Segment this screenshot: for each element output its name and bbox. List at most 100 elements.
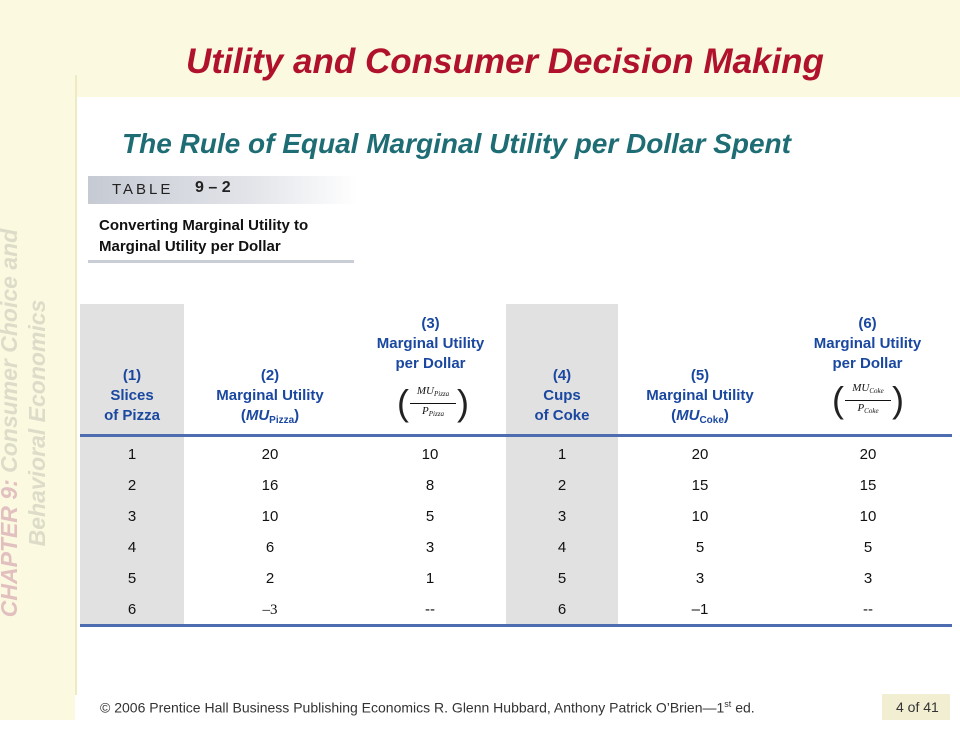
table-cell: 20 — [691, 446, 709, 463]
table-cell: 10 — [859, 508, 877, 525]
frac-coke-den: P — [857, 402, 865, 414]
table-cell: –1 — [691, 601, 709, 618]
frac-coke-num-sub: Coke — [869, 387, 884, 395]
fraction-mu-over-price-coke: ( MUCoke PCoke ) — [832, 379, 904, 420]
table-caption-line1: Converting Marginal Utility to — [99, 217, 309, 234]
sidebar-band — [0, 0, 75, 720]
frac-pizza-num-sub: Pizza — [433, 390, 450, 398]
column-shade-cups — [506, 304, 618, 624]
slide-title: Utility and Consumer Decision Making — [186, 42, 824, 81]
frac-coke-den-sub: Coke — [864, 407, 879, 415]
table-cell: 2 — [265, 570, 275, 587]
sidebar-divider — [75, 75, 77, 695]
chapter-number: CHAPTER 9: — [0, 479, 22, 618]
header-c2-number: (2) — [260, 367, 280, 384]
header-c5-line1: Marginal Utility — [646, 387, 754, 404]
header-c2-sub: Pizza — [269, 415, 295, 426]
header-c3-line1: Marginal Utility — [376, 335, 485, 352]
table-cell: 3 — [557, 508, 567, 525]
header-c3-line2: per Dollar — [395, 355, 466, 372]
fraction-mu-over-price-pizza: ( MUPizza PPizza ) — [397, 382, 469, 423]
table-cell: 6 — [557, 601, 567, 618]
table-cell: 10 — [691, 508, 709, 525]
table-cell: 5 — [557, 570, 567, 587]
header-c6-number: (6) — [858, 315, 877, 332]
table-cell: 15 — [859, 477, 877, 494]
table-label-bar — [88, 176, 358, 204]
header-c5-number: (5) — [690, 367, 710, 384]
footer-ed: ed. — [731, 699, 755, 716]
table-cell: -- — [425, 601, 435, 618]
table-cell: 3 — [695, 570, 705, 587]
column-shade-slices — [80, 304, 184, 624]
table-cell: 6 — [265, 539, 275, 556]
header-marginal-utility-coke: (5) Marginal Utility (MUCoke) — [620, 366, 780, 431]
header-c1-line2: of Pizza — [104, 407, 160, 424]
table-cell: 2 — [127, 477, 137, 494]
table-bottom-rule — [80, 624, 952, 627]
table-cell: –3 — [262, 602, 278, 618]
header-mu-per-dollar-pizza: (3) Marginal Utility per Dollar — [358, 314, 503, 374]
table-caption: Converting Marginal Utility to Marginal … — [99, 215, 308, 257]
table-cell: 8 — [425, 477, 435, 494]
table-cell: 2 — [557, 477, 567, 494]
slide-subtitle: The Rule of Equal Marginal Utility per D… — [122, 128, 791, 159]
chapter-sidebar: CHAPTER 9: Consumer Choice and Behaviora… — [0, 103, 75, 743]
table-cell: 4 — [557, 539, 567, 556]
table-cell: 15 — [691, 477, 709, 494]
table-cell: 1 — [127, 446, 137, 463]
chapter-title-line1: Consumer Choice and — [0, 228, 22, 473]
chapter-title-line2: Behavioral Economics — [24, 299, 50, 547]
footer-copyright: © 2006 Prentice Hall Business Publishing… — [100, 699, 755, 716]
frac-pizza-den: P — [422, 405, 429, 417]
table-cell: -- — [863, 601, 873, 618]
table-cell: 5 — [425, 508, 435, 525]
header-c5-mu: MU — [676, 407, 700, 424]
header-c6-line2: per Dollar — [832, 355, 903, 372]
table-cell: 5 — [863, 539, 873, 556]
table-cell: 3 — [425, 539, 435, 556]
table-cell: 1 — [425, 570, 435, 587]
page-number-box — [882, 694, 950, 720]
header-cups-of-coke: (4) Cups of Coke — [508, 366, 616, 426]
header-c1-line1: Slices — [110, 387, 154, 404]
footer-sup: st — [724, 699, 732, 709]
table-cell: 5 — [695, 539, 705, 556]
table-caption-rule — [88, 260, 354, 263]
header-c5-symbol: (MUCoke) — [671, 407, 729, 426]
table-cell: 20 — [859, 446, 877, 463]
table-cell: 6 — [127, 601, 137, 618]
table-cell: 1 — [557, 446, 567, 463]
header-c3-number: (3) — [421, 315, 440, 332]
table-cell: 5 — [127, 570, 137, 587]
table-caption-line2: Marginal Utility per Dollar — [99, 238, 281, 255]
frac-pizza-num: MU — [416, 385, 434, 397]
footer-text: © 2006 Prentice Hall Business Publishing… — [100, 699, 725, 716]
table-cell: 20 — [261, 446, 279, 463]
header-c2-line1: Marginal Utility — [216, 387, 324, 404]
table-cell: 3 — [127, 508, 137, 525]
table-label-number: 9 – 2 — [195, 179, 231, 196]
header-c6-line1: Marginal Utility — [813, 335, 922, 352]
table-cell: 16 — [261, 477, 279, 494]
header-marginal-utility-pizza: (2) Marginal Utility (MUPizza) — [190, 366, 350, 431]
header-c1-number: (1) — [122, 367, 142, 384]
page-number: 4 of 41 — [896, 699, 939, 715]
header-band — [0, 0, 960, 97]
header-c5-sub: Coke — [699, 415, 724, 426]
header-rule — [80, 434, 952, 437]
table-cell: 3 — [863, 570, 873, 587]
header-c2-symbol: (MUPizza) — [240, 407, 300, 426]
table-cell: 10 — [261, 508, 279, 525]
header-c4-line2: of Coke — [534, 407, 590, 424]
frac-pizza-den-sub: Pizza — [428, 410, 444, 418]
header-c4-line1: Cups — [543, 387, 581, 404]
header-c2-mu: MU — [245, 407, 270, 424]
table-cell: 10 — [421, 446, 439, 463]
header-slices-of-pizza: (1) Slices of Pizza — [82, 366, 182, 426]
table-label-word: TABLE — [112, 181, 174, 198]
table-cell: 4 — [127, 539, 137, 556]
frac-coke-num: MU — [852, 382, 870, 394]
header-c4-number: (4) — [552, 367, 572, 384]
header-mu-per-dollar-coke: (6) Marginal Utility per Dollar — [790, 314, 945, 374]
